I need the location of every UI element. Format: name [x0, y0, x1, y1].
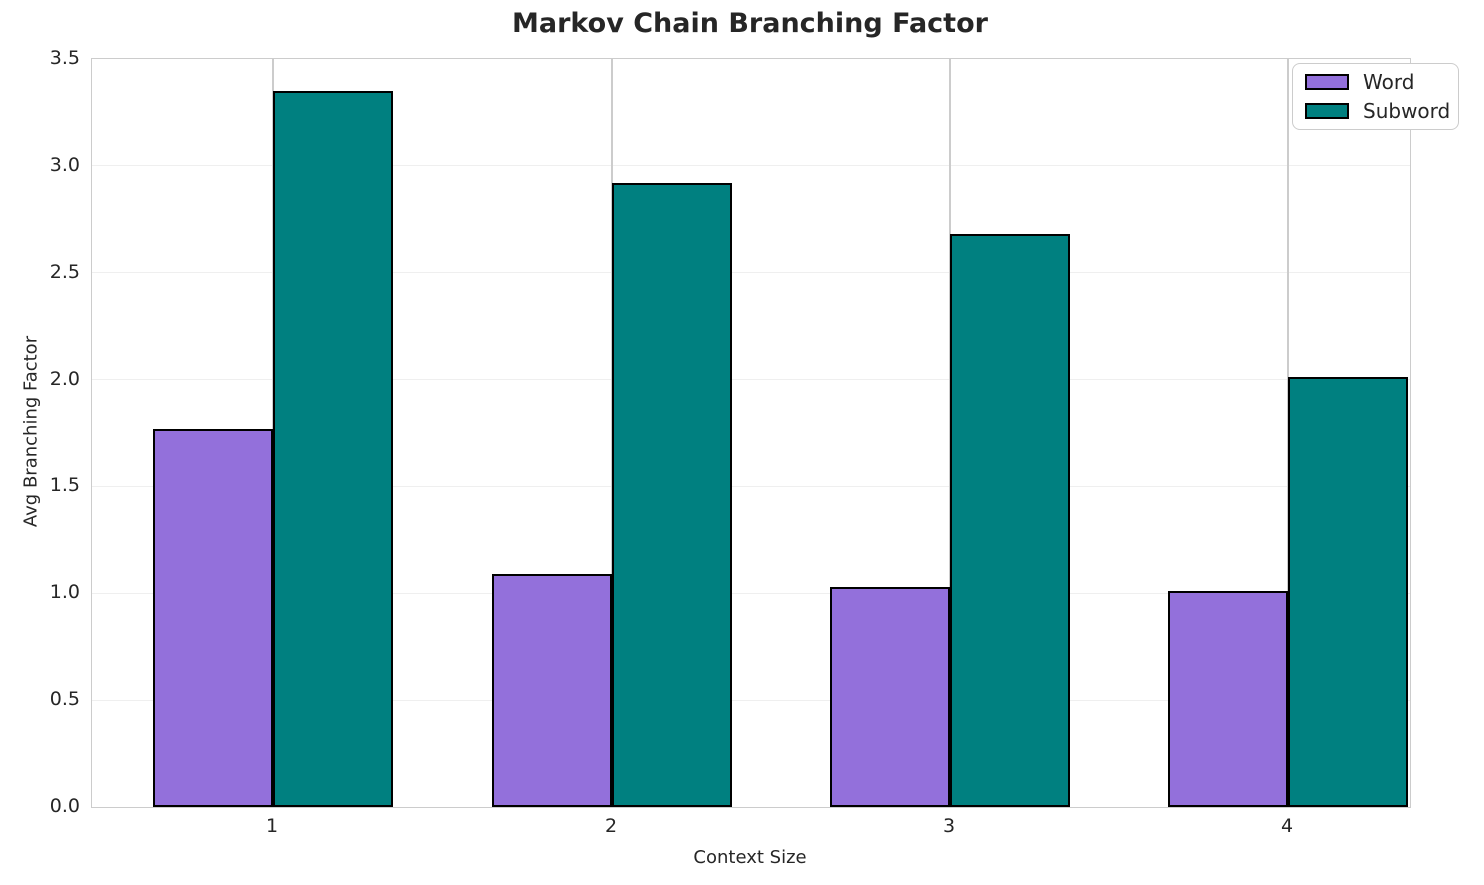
y-tick-label: 1.0 — [49, 581, 80, 604]
y-tick-label: 3.0 — [49, 153, 80, 176]
horizontal-gridline — [92, 592, 1410, 594]
bar-word-1 — [153, 428, 273, 807]
y-tick-label: 2.0 — [49, 367, 80, 390]
y-tick-label: 0.0 — [49, 795, 80, 817]
legend: Word Subword — [1292, 63, 1459, 130]
horizontal-gridline — [92, 699, 1410, 701]
x-tick-label: 1 — [265, 815, 279, 837]
legend-label: Word — [1363, 70, 1415, 94]
horizontal-gridline — [92, 165, 1410, 167]
horizontal-gridline — [92, 379, 1410, 381]
legend-item-word: Word — [1305, 70, 1446, 94]
y-tick-label: 1.5 — [49, 474, 80, 497]
y-tick-label: 2.5 — [49, 260, 80, 283]
legend-swatch-icon — [1305, 74, 1349, 90]
legend-item-subword: Subword — [1305, 99, 1450, 123]
horizontal-gridline — [92, 485, 1410, 487]
y-axis-label: Avg Branching Factor — [20, 335, 42, 528]
bar-word-3 — [830, 586, 950, 807]
x-axis-label: Context Size — [693, 847, 807, 868]
y-tick-label: 0.5 — [49, 688, 80, 711]
x-tick-label: 3 — [942, 815, 956, 837]
legend-label: Subword — [1363, 99, 1451, 123]
bar-subword-3 — [950, 234, 1070, 807]
bar-word-2 — [492, 574, 612, 807]
plot-area — [91, 58, 1411, 808]
x-tick-label: 4 — [1280, 815, 1294, 837]
bar-subword-4 — [1288, 377, 1408, 807]
x-tick-label: 2 — [604, 815, 618, 837]
legend-swatch-icon — [1305, 103, 1349, 119]
bar-subword-1 — [273, 91, 393, 807]
y-tick-label: 3.5 — [49, 47, 80, 69]
bar-subword-2 — [612, 182, 732, 807]
chart-title: Markov Chain Branching Factor — [512, 8, 988, 39]
bar-word-4 — [1168, 591, 1288, 807]
horizontal-gridline — [92, 272, 1410, 274]
